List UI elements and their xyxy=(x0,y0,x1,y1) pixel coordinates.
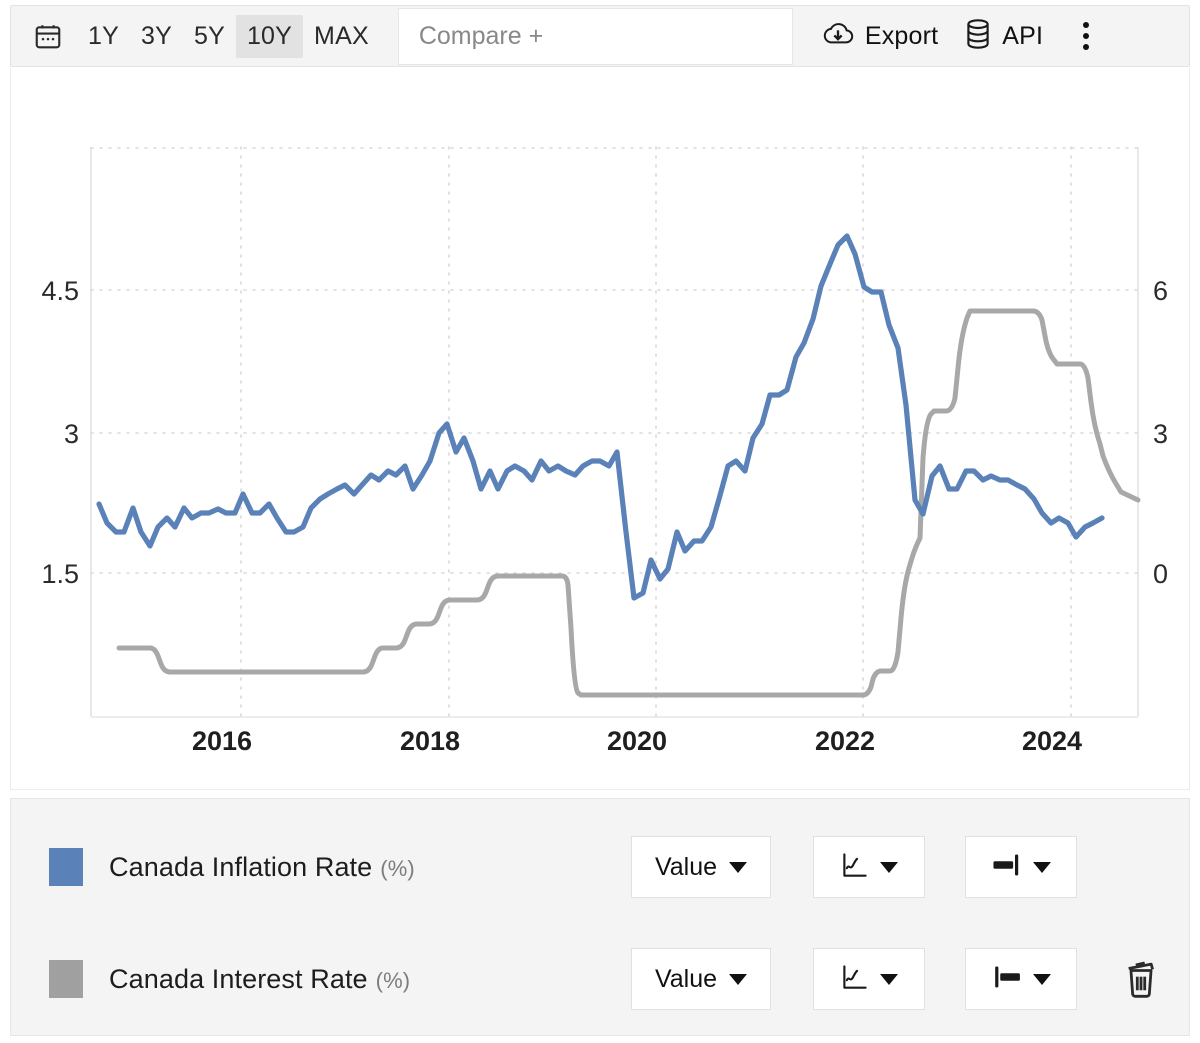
export-button[interactable]: Export xyxy=(821,19,938,54)
series-label: Canada Inflation Rate (%) xyxy=(109,852,415,883)
chevron-down-icon xyxy=(729,973,748,985)
series-controls: Value xyxy=(631,929,1191,1029)
x-axis-tick-2016: 2016 xyxy=(192,726,252,756)
series-label-text: Canada Interest Rate xyxy=(109,963,368,994)
chart-legend: Canada Inflation Rate (%) Value xyxy=(10,798,1190,1036)
series-unit: (%) xyxy=(375,967,411,993)
chevron-down-icon xyxy=(880,973,898,985)
series-controls: Value xyxy=(631,817,1191,917)
value-type-dropdown[interactable]: Value xyxy=(631,948,771,1010)
chart-type-dropdown[interactable] xyxy=(813,836,925,898)
range-selector: 1Y 3Y 5Y 10Y MAX xyxy=(77,6,380,66)
axis-side-dropdown[interactable] xyxy=(965,836,1077,898)
x-axis-ticks: 2016 2018 2020 2022 2024 xyxy=(192,726,1082,756)
right-axis-ticks: 6 3 0 xyxy=(1153,276,1168,589)
line-chart-icon xyxy=(840,962,870,997)
x-axis-tick-2018: 2018 xyxy=(400,726,460,756)
series-line-canada-interest-rate xyxy=(116,308,1141,698)
axis-side-dropdown[interactable] xyxy=(965,948,1077,1010)
chart-svg: 4.5 3 1.5 6 3 0 2016 2018 2020 2022 2024 xyxy=(41,146,1168,756)
right-axis-icon xyxy=(991,851,1023,884)
series-line-canada-inflation-rate xyxy=(96,233,1105,601)
left-axis-ticks: 4.5 3 1.5 xyxy=(41,276,79,589)
left-axis-tick-4-5: 4.5 xyxy=(41,276,79,306)
plot-frame xyxy=(90,147,1139,718)
range-max[interactable]: MAX xyxy=(314,21,369,50)
compare-field[interactable] xyxy=(397,7,793,65)
value-type-label: Value xyxy=(654,852,718,881)
range-10y[interactable]: 10Y xyxy=(235,14,304,58)
compare-input[interactable] xyxy=(398,8,792,64)
chart-type-dropdown[interactable] xyxy=(813,948,925,1010)
series-color-swatch xyxy=(49,848,83,886)
api-label: API xyxy=(1002,21,1044,50)
right-axis-tick-6: 6 xyxy=(1153,276,1168,306)
x-axis-tick-2020: 2020 xyxy=(607,726,667,756)
horizontal-gridlines xyxy=(90,147,1139,574)
chevron-down-icon xyxy=(880,861,898,873)
range-5y[interactable]: 5Y xyxy=(193,21,225,50)
x-axis-tick-2024: 2024 xyxy=(1022,726,1082,756)
vertical-gridlines xyxy=(240,146,1072,718)
database-icon xyxy=(964,18,992,55)
value-type-label: Value xyxy=(654,964,718,993)
series-unit: (%) xyxy=(380,855,415,881)
right-axis-tick-3: 3 xyxy=(1153,419,1168,449)
series-label-text: Canada Inflation Rate xyxy=(109,851,373,882)
more-vertical-icon[interactable] xyxy=(1073,19,1099,53)
legend-row: Canada Inflation Rate (%) Value xyxy=(11,817,1191,917)
series-color-swatch xyxy=(49,960,83,998)
left-axis-tick-1-5: 1.5 xyxy=(41,559,79,589)
chevron-down-icon xyxy=(1033,861,1051,873)
chevron-down-icon xyxy=(1033,973,1051,985)
range-1y[interactable]: 1Y xyxy=(88,21,119,50)
calendar-icon[interactable] xyxy=(33,21,63,51)
series-label: Canada Interest Rate (%) xyxy=(109,964,410,995)
line-chart-icon xyxy=(840,850,870,885)
value-type-dropdown[interactable]: Value xyxy=(631,836,771,898)
right-axis-tick-0: 0 xyxy=(1153,559,1168,589)
remove-series-placeholder xyxy=(1121,841,1161,893)
chart-area: 4.5 3 1.5 6 3 0 2016 2018 2020 2022 2024 xyxy=(10,68,1190,790)
left-axis-tick-3: 3 xyxy=(64,419,79,449)
left-axis-icon xyxy=(991,963,1023,996)
api-button[interactable]: API xyxy=(964,18,1043,55)
plot-region[interactable]: 4.5 3 1.5 6 3 0 2016 2018 2020 2022 2024 xyxy=(11,68,1191,790)
remove-series-button[interactable] xyxy=(1121,953,1161,1005)
x-axis-tick-2022: 2022 xyxy=(815,726,875,756)
cloud-download-icon xyxy=(821,19,855,54)
legend-row: Canada Interest Rate (%) Value xyxy=(11,929,1191,1029)
export-label: Export xyxy=(864,21,939,50)
chart-toolbar: 1Y 3Y 5Y 10Y MAX Export xyxy=(10,5,1190,67)
range-3y[interactable]: 3Y xyxy=(140,21,172,50)
chevron-down-icon xyxy=(729,861,748,873)
